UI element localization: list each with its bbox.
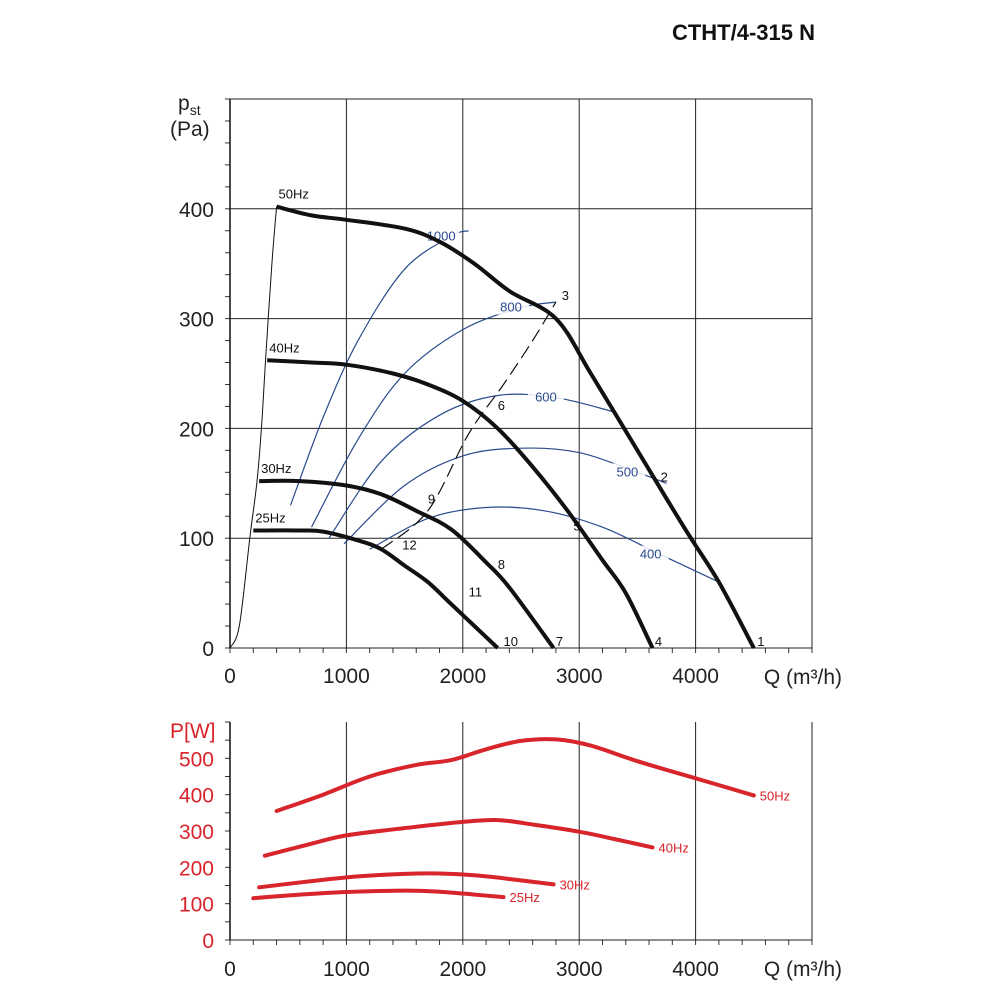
iso-label-bg: [609, 463, 646, 480]
series-line-50Hz: [276, 204, 756, 649]
y-tick-label: 400: [179, 199, 214, 222]
point-label-8: 8: [498, 557, 505, 572]
power-line-30Hz: [257, 871, 556, 890]
y-tick-label: 500: [179, 748, 214, 771]
y-axis-label: P[W]: [170, 720, 216, 743]
series-label-25Hz: 25Hz: [255, 511, 285, 526]
power-label-40Hz: 40Hz: [659, 840, 689, 855]
point-label-11: 11: [469, 585, 483, 600]
y-axis-label: pst: [178, 92, 201, 118]
point-label-12: 12: [402, 537, 416, 552]
point-label-4: 4: [655, 634, 662, 649]
power-line-25Hz: [251, 888, 506, 901]
y-tick-label: 0: [202, 638, 214, 661]
point-label-3: 3: [562, 288, 569, 303]
y-tick-label: 100: [179, 894, 214, 917]
x-tick-label: 2000: [439, 958, 486, 981]
pressure-chart: 0 1000 2000 3000 4000 0 100 200 300 400 pst(Pa) Q (…: [170, 92, 842, 689]
x-tick-label: 2000: [439, 665, 486, 688]
iso-label-600: 600: [535, 390, 557, 405]
point-label-5: 5: [573, 519, 580, 534]
iso-label-bg: [493, 298, 529, 315]
x-tick-label: 0: [224, 958, 236, 981]
y-tick-label: 300: [179, 309, 214, 332]
y-axis-label-sub: st: [190, 102, 201, 118]
iso-label-800: 800: [500, 300, 522, 315]
point-label-10: 10: [504, 634, 518, 649]
y-tick-label: 0: [202, 930, 214, 953]
x-tick-label: 4000: [672, 665, 719, 688]
x-tick-label: 3000: [556, 665, 603, 688]
series-label-50Hz: 50Hz: [279, 187, 309, 202]
iso-label-500: 500: [617, 464, 639, 479]
power-label-25Hz: 25Hz: [510, 890, 540, 905]
x-axis-label: Q (m³/h): [764, 666, 842, 689]
series-line-25Hz: [253, 528, 500, 650]
power-label-50Hz: 50Hz: [760, 788, 790, 803]
point-label-7: 7: [556, 634, 563, 649]
series-label-30Hz: 30Hz: [261, 461, 291, 476]
x-tick-label: 1000: [323, 665, 370, 688]
y-tick-label: 200: [179, 857, 214, 880]
x-tick-label: 3000: [556, 958, 603, 981]
point-label-1: 1: [757, 634, 764, 649]
inlet-curve: [229, 206, 278, 649]
x-tick-label: 1000: [323, 958, 370, 981]
power-line-40Hz: [262, 818, 655, 858]
series-line-30Hz: [259, 478, 556, 650]
iso-label-bg: [632, 545, 669, 562]
iso-curve-500: [343, 447, 667, 545]
y-tick-label: 400: [179, 785, 214, 808]
point-label-2: 2: [661, 469, 668, 484]
power-line-50Hz: [274, 737, 756, 813]
power-chart: 0 1000 2000 3000 4000 0 100 200 300 400 500 P[W] Q (…: [170, 720, 842, 981]
x-tick-label: 4000: [672, 958, 719, 981]
iso-label-bg: [527, 388, 564, 405]
power-label-30Hz: 30Hz: [560, 877, 590, 892]
point-label-9: 9: [428, 491, 435, 506]
y-tick-label: 100: [179, 528, 214, 551]
y-axis-unit: (Pa): [170, 118, 210, 141]
y-tick-label: 200: [179, 418, 214, 441]
series-line-40Hz: [267, 358, 655, 649]
x-tick-label: 0: [224, 665, 236, 688]
iso-label-400: 400: [640, 547, 662, 562]
series-label-40Hz: 40Hz: [269, 340, 299, 355]
chart-title: CTHT/4-315 N: [672, 20, 815, 45]
x-axis-label: Q (m³/h): [764, 958, 842, 981]
point-label-6: 6: [498, 398, 505, 413]
y-tick-label: 300: [179, 821, 214, 844]
system-curve: [380, 301, 557, 550]
